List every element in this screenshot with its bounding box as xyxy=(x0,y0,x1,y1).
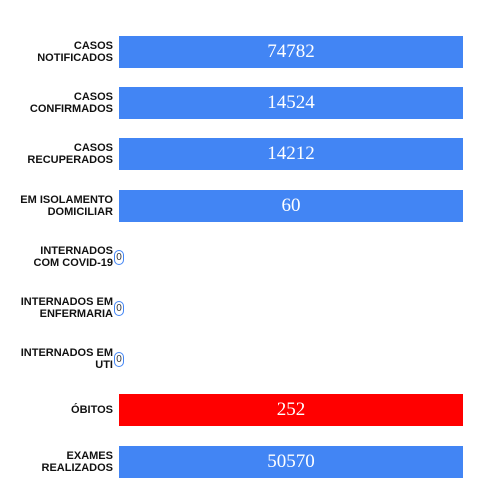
stat-row: EXAMES REALIZADOS 50570 xyxy=(0,445,484,479)
stat-bar: 50570 xyxy=(119,445,463,478)
stat-label: CASOS RECUPERADOS xyxy=(27,142,113,167)
stat-bar: 60 xyxy=(119,189,463,222)
stat-label: INTERNADOS COM COVID-19 xyxy=(33,244,113,269)
stat-bar: 252 xyxy=(119,394,463,427)
stat-label: ÓBITOS xyxy=(71,404,113,417)
stat-row: CASOS NOTIFICADOS 74782 xyxy=(0,35,484,69)
stat-row: CASOS CONFIRMADOS 14524 xyxy=(0,86,484,120)
stat-zero-badge: 0 xyxy=(114,301,124,316)
stat-label: INTERNADOS EM UTI xyxy=(20,347,113,372)
stat-row: CASOS RECUPERADOS 14212 xyxy=(0,137,484,171)
stat-zero-badge: 0 xyxy=(114,352,124,368)
stat-bar: 14212 xyxy=(119,138,463,171)
stat-label: CASOS NOTIFICADOS xyxy=(37,40,113,64)
stat-row: EM ISOLAMENTO DOMICILIAR 60 xyxy=(0,189,484,223)
stat-label: EM ISOLAMENTO DOMICILIAR xyxy=(20,193,113,218)
stat-row: ÓBITOS 252 xyxy=(0,393,484,427)
stat-row: INTERNADOS COM COVID-19 0 xyxy=(0,240,484,274)
stat-bar: 74782 xyxy=(119,36,463,68)
stat-bar: 14524 xyxy=(119,87,463,120)
stat-row: INTERNADOS EM ENFERMARIA 0 xyxy=(0,291,484,325)
stat-label: INTERNADOS EM ENFERMARIA xyxy=(20,296,113,320)
stat-zero-badge: 0 xyxy=(114,249,124,265)
stat-label: CASOS CONFIRMADOS xyxy=(29,91,113,116)
stat-row: INTERNADOS EM UTI 0 xyxy=(0,342,484,376)
stat-label: EXAMES REALIZADOS xyxy=(41,449,114,474)
